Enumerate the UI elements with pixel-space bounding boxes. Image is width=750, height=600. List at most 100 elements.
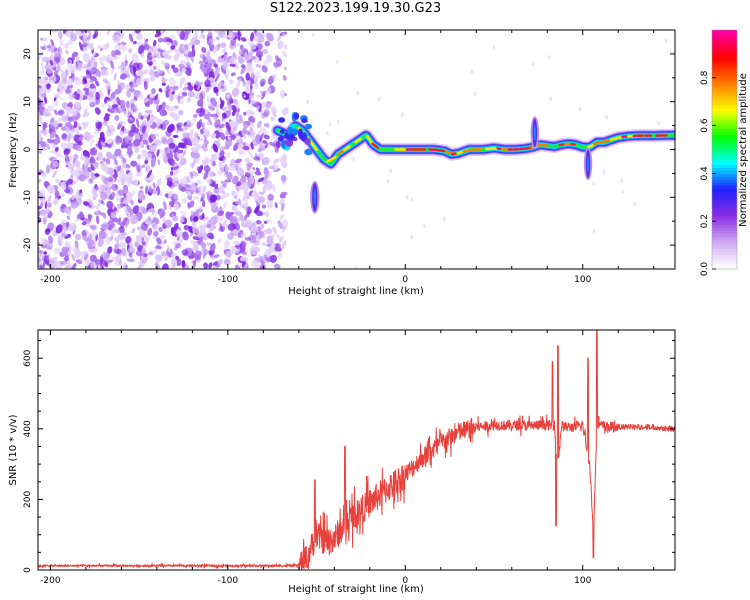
noise-speckle	[90, 67, 97, 75]
noise-speckle	[253, 156, 261, 161]
noise-speckle	[60, 232, 68, 238]
noise-speckle	[245, 87, 249, 94]
noise-speckle	[266, 243, 272, 247]
colorbar-step	[712, 206, 737, 210]
noise-speckle	[592, 228, 596, 234]
noise-speckle	[62, 247, 70, 253]
noise-speckle	[60, 181, 67, 190]
noise-speckle	[212, 261, 219, 266]
noise-speckle	[119, 130, 124, 136]
noise-speckle	[178, 63, 186, 70]
noise-speckle	[220, 167, 224, 173]
isolated-blob	[313, 189, 317, 206]
noise-speckle	[71, 117, 77, 123]
noise-speckle	[259, 90, 267, 94]
noise-speckle	[252, 166, 256, 171]
colorbar-step	[712, 251, 737, 255]
noise-speckle	[168, 34, 176, 40]
colorbar-frame	[711, 29, 738, 270]
noise-speckle	[201, 66, 208, 74]
colorbar-step	[712, 179, 737, 183]
noise-speckle	[39, 209, 47, 217]
noise-speckle	[124, 219, 130, 229]
noise-speckle	[71, 253, 75, 262]
colorbar-step	[712, 230, 737, 234]
noise-speckle	[82, 52, 91, 63]
noise-speckle	[58, 240, 63, 247]
noise-speckle	[227, 104, 232, 111]
noise-speckle	[95, 91, 100, 101]
noise-speckle	[197, 164, 204, 174]
noise-speckle	[156, 148, 160, 157]
noise-speckle	[90, 261, 97, 269]
noise-speckle	[231, 205, 238, 212]
noise-speckle	[46, 45, 52, 49]
noise-speckle	[85, 36, 92, 41]
colorbar-step	[712, 212, 737, 216]
noise-speckle	[549, 96, 552, 102]
noise-speckle	[82, 87, 89, 92]
noise-speckle	[266, 204, 274, 209]
noise-speckle	[154, 93, 159, 101]
noise-speckle	[238, 48, 243, 56]
noise-speckle	[117, 65, 124, 71]
noise-speckle	[105, 151, 113, 159]
noise-speckle	[237, 143, 244, 152]
noise-speckle	[131, 30, 136, 37]
noise-speckle	[97, 152, 103, 161]
ridge-hot-core	[462, 148, 473, 153]
noise-speckle	[250, 246, 258, 256]
colorbar-ticks: 0.0 0.2 0.4 0.6 0.8	[700, 70, 716, 276]
colorbar-step	[712, 41, 737, 46]
noise-speckle	[66, 142, 74, 149]
noise-speckle	[227, 223, 236, 231]
noise-speckle	[58, 261, 65, 265]
noise-speckle	[206, 242, 212, 246]
noise-speckle	[38, 121, 41, 126]
colorbar-step	[712, 254, 737, 258]
noise-speckle	[84, 120, 89, 128]
noise-speckle	[240, 64, 246, 69]
noise-speckle	[228, 32, 235, 40]
noise-speckle	[113, 174, 117, 179]
noise-speckle	[221, 54, 225, 59]
noise-speckle	[217, 214, 224, 224]
noise-speckle	[152, 182, 156, 189]
noise-speckle	[86, 222, 91, 228]
noise-speckle	[182, 150, 187, 157]
colorbar-step	[712, 224, 737, 228]
noise-speckle	[181, 187, 187, 192]
noise-speckle	[209, 194, 217, 203]
colorbar-step	[712, 263, 737, 267]
noise-speckle	[442, 217, 446, 222]
noise-speckle	[114, 114, 120, 122]
noise-speckle	[172, 134, 179, 139]
noise-speckle	[223, 222, 229, 229]
noise-speckle	[118, 82, 126, 91]
noise-speckle	[192, 113, 198, 118]
noise-speckle	[223, 258, 231, 266]
noise-speckle	[242, 81, 247, 87]
noise-speckle	[65, 50, 69, 54]
noise-speckle	[74, 241, 78, 245]
noise-speckle	[239, 45, 244, 50]
noise-speckle	[38, 178, 42, 184]
noise-speckle	[255, 50, 264, 58]
noise-speckle	[115, 248, 122, 255]
noise-speckle	[168, 142, 176, 149]
noise-speckle	[234, 158, 242, 164]
noise-speckle	[181, 249, 189, 256]
noise-speckle	[112, 97, 118, 106]
ridge-hot-core	[592, 141, 601, 146]
noise-speckle	[257, 148, 262, 153]
noise-speckle	[255, 200, 259, 206]
noise-speckle	[227, 133, 230, 139]
noise-speckle	[206, 223, 211, 229]
noise-speckle	[109, 128, 115, 132]
noise-speckle	[179, 178, 186, 187]
noise-speckle	[180, 210, 187, 216]
spectrogram-y-ticks: -20 -10 0 10 20	[23, 29, 675, 270]
noise-speckle	[206, 232, 214, 239]
noise-speckle	[173, 194, 179, 200]
noise-speckle	[306, 99, 309, 105]
